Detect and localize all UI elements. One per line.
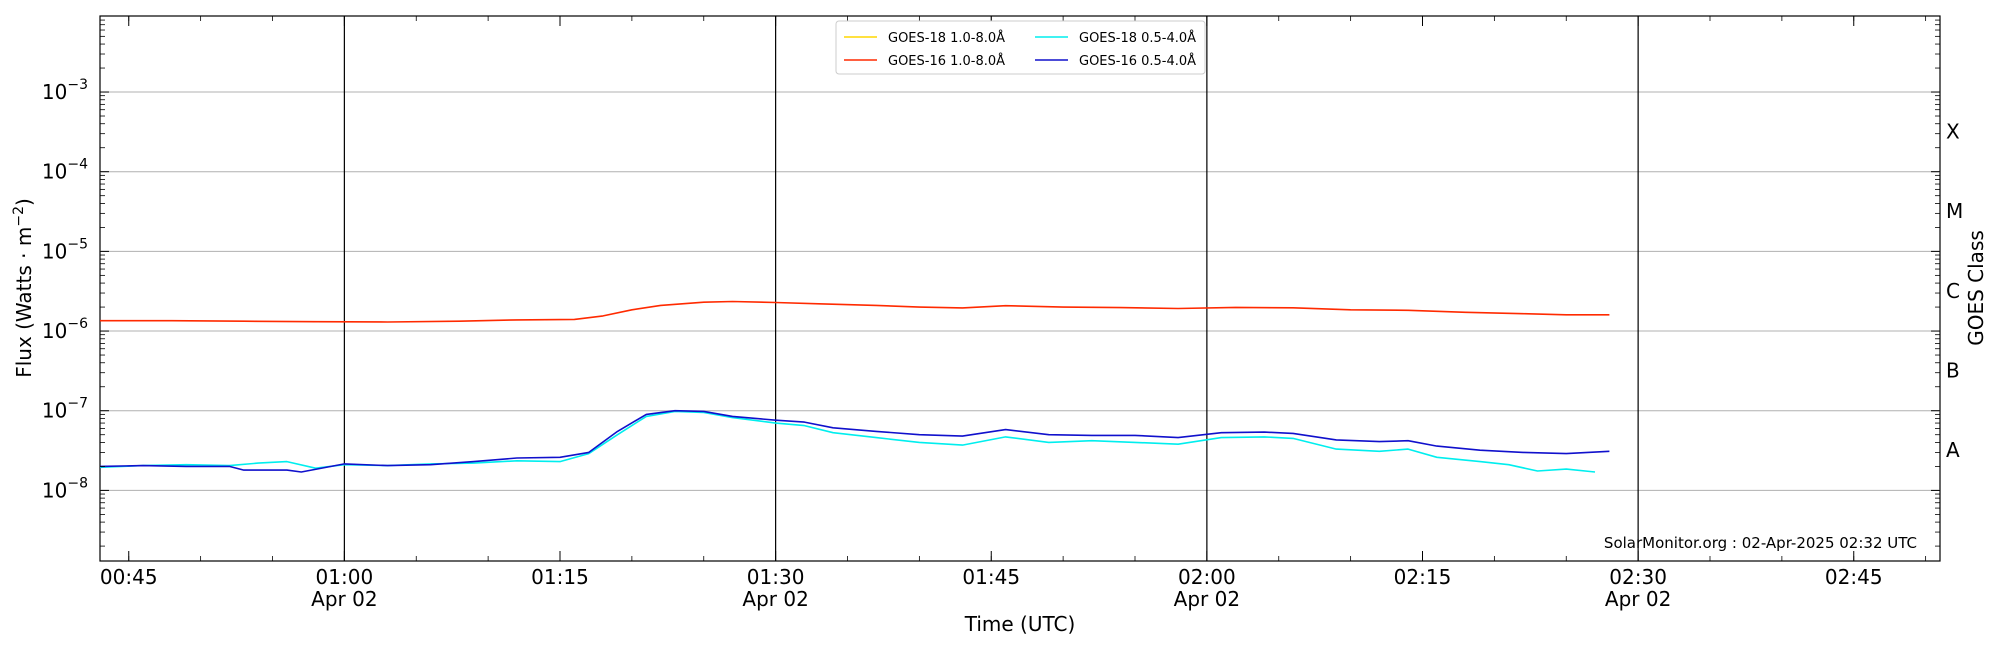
goes-class-axis: A B C M X: [1946, 119, 1963, 462]
y-tick-label: 10−8: [42, 475, 88, 502]
legend-box: [835, 20, 1206, 75]
y-tick-label: 10−3: [42, 77, 88, 104]
goes-class-label: C: [1946, 279, 1960, 303]
y-tick-label: 10−4: [42, 157, 88, 184]
y-tick-mantissa: 10: [42, 319, 67, 343]
x-tick-label: 02:00: [1178, 565, 1236, 589]
y-tick-exponent: −5: [67, 236, 88, 252]
x-tick-date-label: Apr 02: [742, 587, 808, 611]
x-tick-label: 01:00: [316, 565, 374, 589]
legend-label: GOES-16 0.5-4.0Å: [1079, 53, 1196, 69]
legend-label: GOES-18 0.5-4.0Å: [1079, 30, 1196, 46]
y-tick-mantissa: 10: [42, 80, 67, 104]
x-tick-label: 00:45: [100, 565, 158, 589]
x-tick-label: 02:30: [1609, 565, 1667, 589]
goes-class-label: A: [1946, 438, 1960, 462]
legend-label: GOES-18 1.0-8.0Å: [888, 30, 1005, 46]
grid-lines: [100, 91, 1940, 491]
x-tick-label: 02:15: [1394, 565, 1452, 589]
y-axis-title-main: Flux (Watts · m: [12, 227, 36, 378]
y-tick-mantissa: 10: [42, 239, 67, 263]
x-tick-label: 01:30: [747, 565, 805, 589]
footer-credit: SolarMonitor.org : 02-Apr-2025 02:32 UTC: [1604, 534, 1917, 552]
y-tick-label: 10−5: [42, 236, 88, 263]
y-tick-label: 10−6: [42, 316, 88, 343]
series-layer: [99, 300, 1610, 473]
y-tick-exponent: −4: [67, 157, 88, 173]
x-axis-title: Time (UTC): [964, 612, 1076, 636]
y-tick-mantissa: 10: [42, 160, 67, 184]
x-tick-date-label: Apr 02: [311, 587, 377, 611]
y-tick-exponent: −6: [67, 316, 88, 332]
x-tick-label: 02:45: [1825, 565, 1883, 589]
plot-frame: [99, 15, 1941, 562]
y-tick-label: 10−7: [42, 396, 88, 423]
x-tick-date-label: Apr 02: [1605, 587, 1671, 611]
series-line: [99, 409, 1610, 473]
series-line: [100, 300, 1610, 323]
goes-class-label: M: [1946, 199, 1963, 223]
y-tick-exponent: −7: [67, 396, 88, 412]
legend-label: GOES-16 1.0-8.0Å: [888, 53, 1005, 69]
y-tick-exponent: −8: [67, 475, 88, 491]
day-separator-lines: [343, 16, 1639, 561]
y2-axis-title: GOES Class: [1964, 230, 1988, 346]
y-axis: 10−810−710−610−510−410−3: [42, 19, 1940, 547]
y-axis-title-exponent: −2: [11, 206, 27, 227]
x-tick-date-label: Apr 02: [1174, 587, 1240, 611]
x-tick-label: 01:45: [962, 565, 1020, 589]
legend: GOES-18 1.0-8.0Å GOES-16 1.0-8.0Å GOES-18 …: [835, 20, 1206, 75]
y-tick-exponent: −3: [67, 77, 88, 93]
y-tick-mantissa: 10: [42, 399, 67, 423]
goes-class-label: B: [1946, 358, 1960, 382]
x-tick-label: 01:15: [531, 565, 589, 589]
y-axis-title: Flux (Watts · m−2): [11, 198, 36, 378]
y-axis-title-close: ): [12, 198, 36, 206]
y-tick-mantissa: 10: [42, 478, 67, 502]
goes-class-label: X: [1946, 119, 1960, 143]
